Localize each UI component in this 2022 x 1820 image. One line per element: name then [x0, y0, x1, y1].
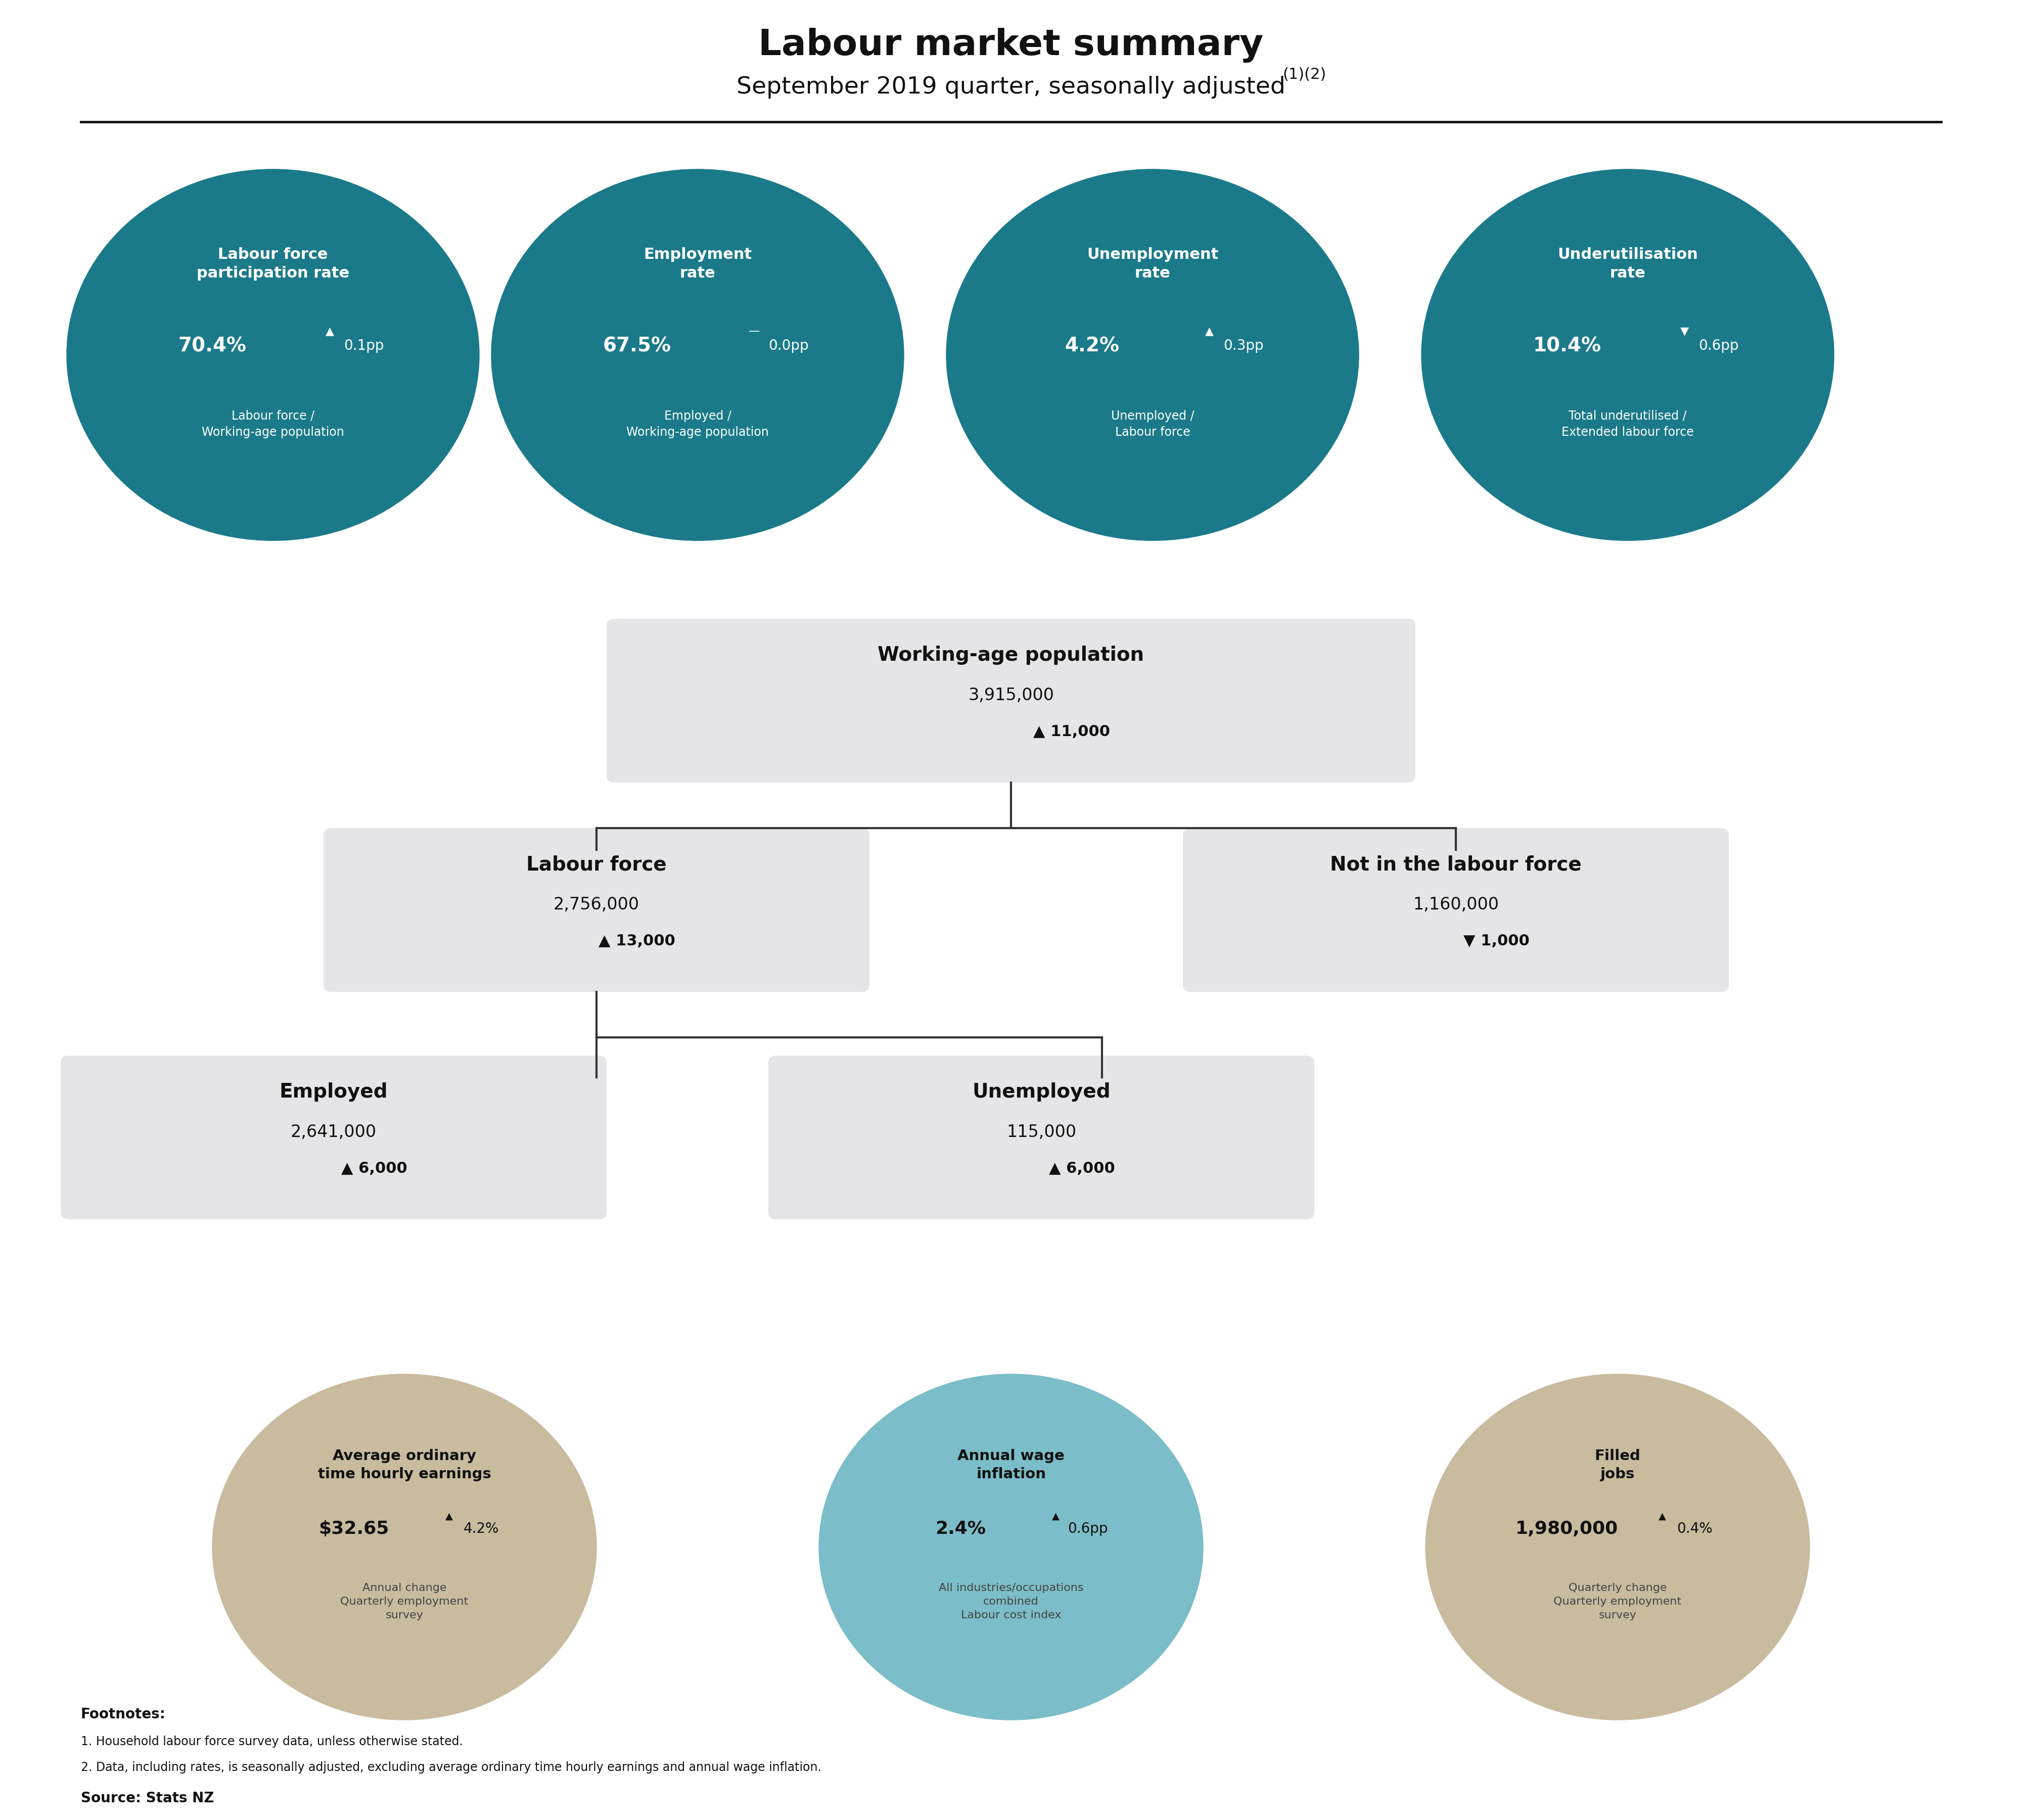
Text: Working-age population: Working-age population	[878, 646, 1144, 664]
Text: ▲: ▲	[445, 1511, 453, 1522]
Circle shape	[946, 169, 1359, 541]
Text: 3,915,000: 3,915,000	[969, 686, 1053, 704]
FancyBboxPatch shape	[768, 1056, 1314, 1219]
Text: 4.2%: 4.2%	[1064, 337, 1120, 355]
Text: Total underutilised /
Extended labour force: Total underutilised / Extended labour fo…	[1561, 410, 1694, 439]
Text: Unemployed /
Labour force: Unemployed / Labour force	[1110, 410, 1195, 439]
Text: ▼: ▼	[1680, 326, 1688, 337]
FancyBboxPatch shape	[61, 1056, 607, 1219]
Circle shape	[1421, 169, 1834, 541]
Text: 0.6pp: 0.6pp	[1698, 339, 1739, 353]
Text: Filled
jobs: Filled jobs	[1595, 1449, 1640, 1481]
FancyBboxPatch shape	[1183, 828, 1729, 992]
Text: 70.4%: 70.4%	[178, 337, 247, 355]
Text: 1. Household labour force survey data, unless otherwise stated.: 1. Household labour force survey data, u…	[81, 1736, 463, 1747]
Text: 10.4%: 10.4%	[1533, 337, 1601, 355]
Text: Not in the labour force: Not in the labour force	[1330, 855, 1581, 874]
Text: 4.2%: 4.2%	[463, 1522, 499, 1536]
Circle shape	[67, 169, 479, 541]
Circle shape	[819, 1374, 1203, 1720]
Text: 0.4%: 0.4%	[1676, 1522, 1713, 1536]
Text: 2. Data, including rates, is seasonally adjusted, excluding average ordinary tim: 2. Data, including rates, is seasonally …	[81, 1762, 821, 1773]
Text: Average ordinary
time hourly earnings: Average ordinary time hourly earnings	[317, 1449, 491, 1481]
Text: Labour force: Labour force	[526, 855, 667, 874]
Circle shape	[1426, 1374, 1810, 1720]
Text: Labour market summary: Labour market summary	[758, 27, 1264, 64]
Text: Quarterly change
Quarterly employment
survey: Quarterly change Quarterly employment su…	[1553, 1583, 1682, 1620]
Text: ▲: ▲	[1658, 1511, 1666, 1522]
Text: Labour force
participation rate: Labour force participation rate	[196, 248, 350, 280]
Text: ▲ 13,000: ▲ 13,000	[599, 934, 675, 948]
Text: 0.3pp: 0.3pp	[1223, 339, 1264, 353]
Text: Underutilisation
rate: Underutilisation rate	[1557, 248, 1698, 280]
Text: 115,000: 115,000	[1007, 1123, 1076, 1141]
FancyBboxPatch shape	[607, 619, 1415, 783]
Text: $32.65: $32.65	[319, 1520, 388, 1538]
Text: ▲: ▲	[1051, 1511, 1060, 1522]
Text: Labour force /
Working-age population: Labour force / Working-age population	[202, 410, 344, 439]
Text: 2.4%: 2.4%	[934, 1520, 987, 1538]
Text: —: —	[748, 326, 760, 337]
Text: 0.1pp: 0.1pp	[344, 339, 384, 353]
Text: Unemployment
rate: Unemployment rate	[1086, 248, 1219, 280]
Circle shape	[212, 1374, 596, 1720]
Text: Footnotes:: Footnotes:	[81, 1707, 166, 1722]
Text: Employment
rate: Employment rate	[643, 248, 752, 280]
Text: Unemployed: Unemployed	[973, 1083, 1110, 1101]
Circle shape	[491, 169, 904, 541]
Text: (1)(2): (1)(2)	[1282, 67, 1326, 82]
Text: September 2019 quarter, seasonally adjusted: September 2019 quarter, seasonally adjus…	[736, 76, 1286, 98]
Text: 2,756,000: 2,756,000	[554, 895, 639, 914]
Text: Annual change
Quarterly employment
survey: Annual change Quarterly employment surve…	[340, 1583, 469, 1620]
FancyBboxPatch shape	[324, 828, 869, 992]
Text: 1,160,000: 1,160,000	[1413, 895, 1498, 914]
Text: 0.6pp: 0.6pp	[1068, 1522, 1108, 1536]
Text: ▼ 1,000: ▼ 1,000	[1464, 934, 1529, 948]
Text: Source: Stats NZ: Source: Stats NZ	[81, 1791, 214, 1805]
Text: ▲ 6,000: ▲ 6,000	[1049, 1161, 1114, 1176]
Text: 67.5%: 67.5%	[603, 337, 671, 355]
Text: ▲ 11,000: ▲ 11,000	[1033, 724, 1110, 739]
Text: Employed: Employed	[279, 1083, 388, 1101]
Text: ▲ 6,000: ▲ 6,000	[342, 1161, 406, 1176]
Text: All industries/occupations
combined
Labour cost index: All industries/occupations combined Labo…	[938, 1583, 1084, 1620]
Text: Annual wage
inflation: Annual wage inflation	[958, 1449, 1064, 1481]
Text: 2,641,000: 2,641,000	[291, 1123, 376, 1141]
Text: ▲: ▲	[1205, 326, 1213, 337]
Text: Employed /
Working-age population: Employed / Working-age population	[627, 410, 768, 439]
Text: 0.0pp: 0.0pp	[768, 339, 809, 353]
Text: ▲: ▲	[326, 326, 334, 337]
Text: 1,980,000: 1,980,000	[1516, 1520, 1618, 1538]
